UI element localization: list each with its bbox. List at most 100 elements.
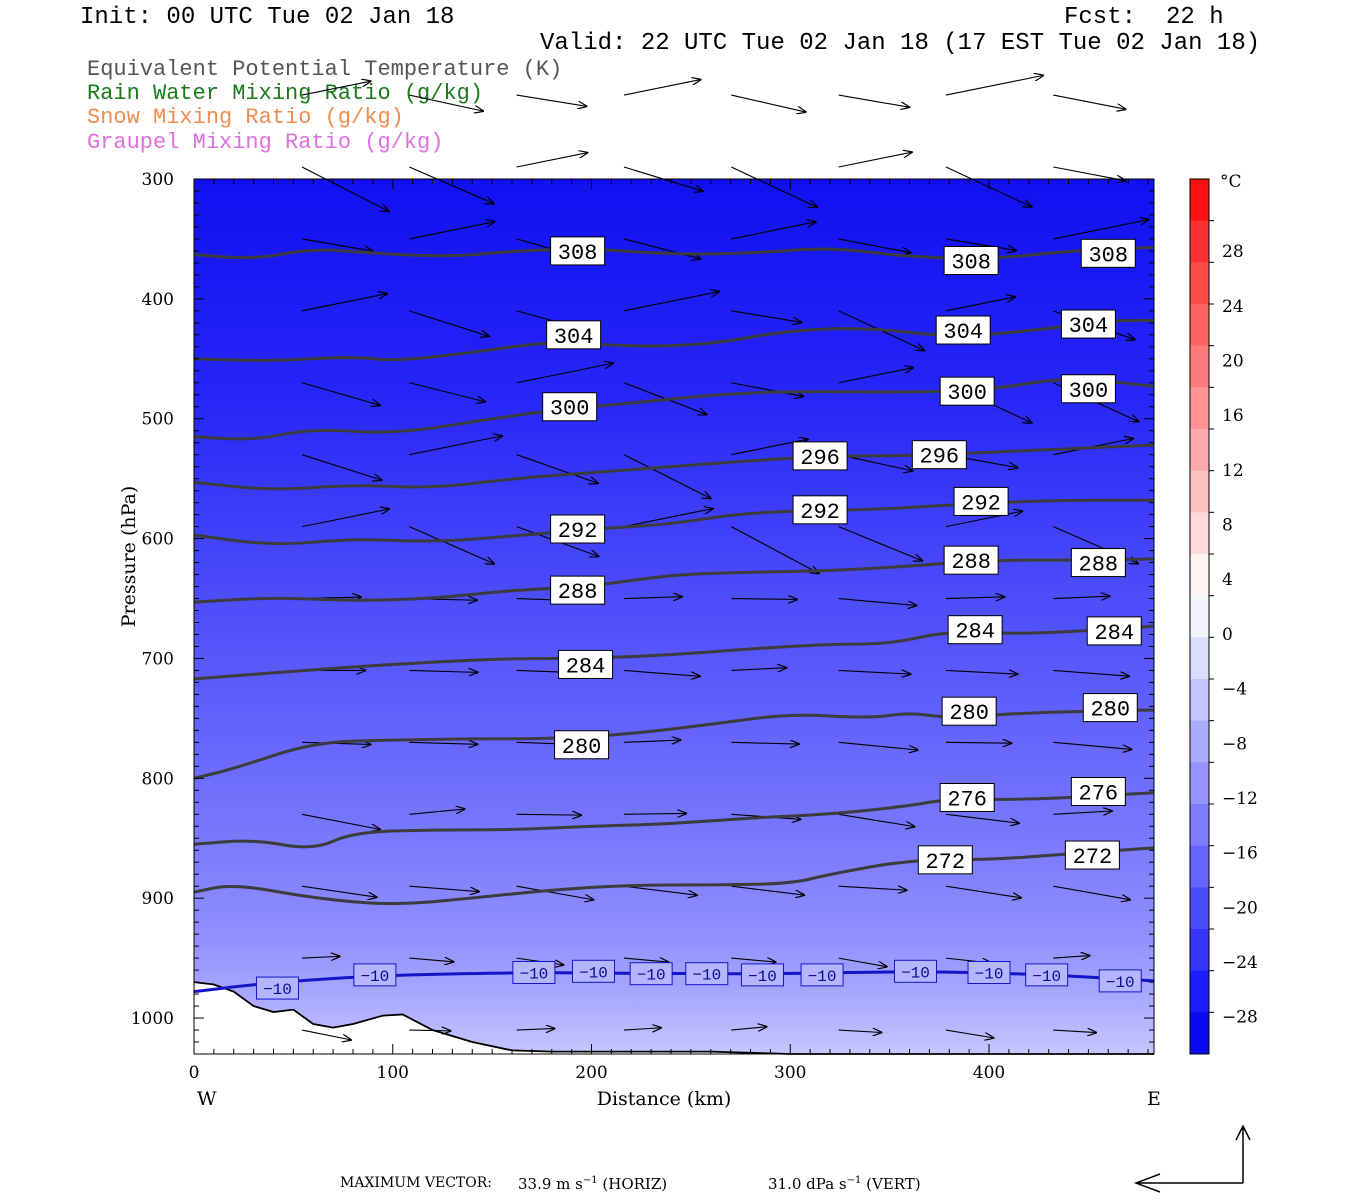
temperature-label: −10 (692, 967, 721, 985)
theta-e-label-box (941, 696, 997, 726)
legend-theta-e: Equivalent Potential Temperature (K) (87, 57, 563, 82)
wind-vector (516, 454, 598, 484)
theta-e-label: 280 (949, 701, 989, 726)
x-axis-title: Distance (km) (597, 1088, 732, 1110)
wind-vector (409, 885, 479, 891)
wind-vector (516, 885, 594, 900)
wind-vector (1053, 94, 1125, 109)
x-tick-label: 100 (377, 1063, 409, 1083)
theta-e-label: 308 (558, 241, 598, 266)
theta-e-label-box (558, 649, 614, 679)
scale-tick-label: 4 (1222, 570, 1233, 590)
wind-vector (623, 958, 668, 962)
theta-e-label-box (1070, 548, 1126, 578)
temperature-label-box (255, 976, 299, 1000)
wind-vector (301, 813, 380, 829)
wind-vector (838, 670, 911, 674)
theta-e-label-box (953, 486, 1009, 516)
forecast-label: Fcst: (1064, 4, 1137, 31)
theta-e-contour-280 (193, 708, 1155, 780)
wind-vector (838, 94, 910, 107)
wind-vector (838, 526, 923, 561)
wind-vector (1053, 220, 1148, 240)
temperature-label-box (572, 959, 616, 983)
scale-tick-label: −24 (1222, 953, 1258, 973)
wind-vector (623, 813, 686, 814)
scale-swatch (1190, 220, 1209, 263)
theta-e-label: 292 (961, 491, 1001, 516)
y-tick-label: 1000 (131, 1009, 174, 1029)
theta-e-label: 300 (1069, 379, 1109, 404)
theta-e-label-box (947, 615, 1003, 645)
temperature-label-box (629, 962, 673, 986)
wind-vector (409, 670, 477, 672)
scale-tick-label: −8 (1222, 734, 1247, 754)
wind-vector (838, 813, 915, 826)
legend-graupel: Graupel Mixing Ratio (g/kg) (87, 130, 444, 155)
wind-vector (516, 363, 613, 384)
theta-e-label-box (1082, 693, 1138, 723)
temperature-label-box (1025, 963, 1069, 987)
wind-vector (409, 809, 464, 815)
scale-swatch (1190, 637, 1209, 680)
y-tick-label: 800 (142, 769, 174, 789)
theta-e-label: 292 (800, 500, 840, 525)
y-axis-title: Pressure (hPa) (118, 486, 140, 628)
wind-vector (945, 511, 1022, 528)
wind-vector (731, 526, 819, 574)
wind-vector (731, 1027, 766, 1030)
wind-vector (731, 742, 798, 744)
scale-swatch (1190, 429, 1209, 472)
wind-vector (301, 885, 377, 897)
wind-vector (623, 80, 701, 96)
wind-vector (945, 297, 1015, 312)
scale-swatch (1190, 179, 1209, 222)
max-vector-vert: 31.0 dPa s−1 (VERT) (768, 1175, 921, 1193)
theta-e-label-box (935, 315, 991, 345)
theta-e-label-box (1060, 309, 1116, 339)
wind-vector (623, 885, 697, 895)
wind-vector (1053, 811, 1112, 814)
temperature-label: −10 (637, 967, 666, 985)
scale-title: °C (1220, 172, 1242, 192)
wind-vector (409, 166, 494, 204)
wind-vector (1053, 741, 1131, 749)
theta-e-label: 288 (1079, 553, 1119, 578)
scale-swatch (1190, 554, 1209, 597)
theta-e-label: 296 (800, 446, 840, 471)
theta-e-label: 308 (1088, 243, 1128, 268)
theta-e-label: 284 (1094, 621, 1134, 646)
scale-tick-label: 28 (1222, 242, 1244, 262)
scale-swatch (1190, 845, 1209, 888)
wind-vector (945, 813, 1019, 823)
scale-swatch (1190, 512, 1209, 555)
theta-e-label: 288 (558, 580, 598, 605)
theta-e-label: 284 (955, 620, 995, 645)
wind-vector (1053, 596, 1109, 598)
temperature-label: −10 (748, 968, 777, 986)
wind-vector (301, 166, 389, 211)
wind-vector (409, 94, 483, 111)
x-tick-label: 200 (575, 1063, 607, 1083)
theta-e-label-box (917, 845, 973, 875)
wind-vector (516, 153, 588, 168)
scale-swatch (1190, 720, 1209, 763)
scale-swatch (1190, 970, 1209, 1013)
wind-vector (838, 741, 918, 750)
temperature-label-box (1098, 969, 1142, 993)
theta-e-label-box (943, 545, 999, 575)
theta-e-label-box (550, 575, 606, 605)
wind-vector (301, 1029, 351, 1040)
theta-e-label-box (939, 782, 995, 812)
scale-swatch (1190, 470, 1209, 513)
theta-e-contour-276 (193, 791, 1155, 849)
wind-vector (1053, 885, 1130, 900)
wind-vector (301, 382, 380, 406)
valid-time: Valid: 22 UTC Tue 02 Jan 18 (17 EST Tue … (540, 30, 1261, 57)
terrain (194, 982, 1154, 1054)
theta-e-label-box (943, 246, 999, 276)
wind-vector (1053, 1030, 1096, 1033)
wind-vector (409, 222, 494, 240)
temperature-label: −10 (519, 965, 548, 983)
